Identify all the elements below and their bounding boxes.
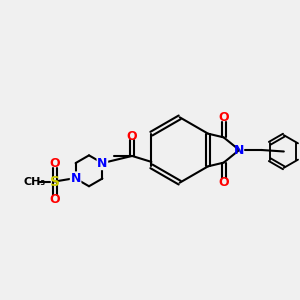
Text: O: O <box>127 130 137 142</box>
Text: O: O <box>218 111 229 124</box>
Text: O: O <box>218 176 229 189</box>
Text: N: N <box>97 157 108 169</box>
Text: N: N <box>70 172 81 185</box>
Text: S: S <box>50 175 60 188</box>
Text: O: O <box>50 157 60 170</box>
Text: N: N <box>234 143 244 157</box>
Text: O: O <box>50 193 60 206</box>
Text: CH₃: CH₃ <box>24 176 46 187</box>
